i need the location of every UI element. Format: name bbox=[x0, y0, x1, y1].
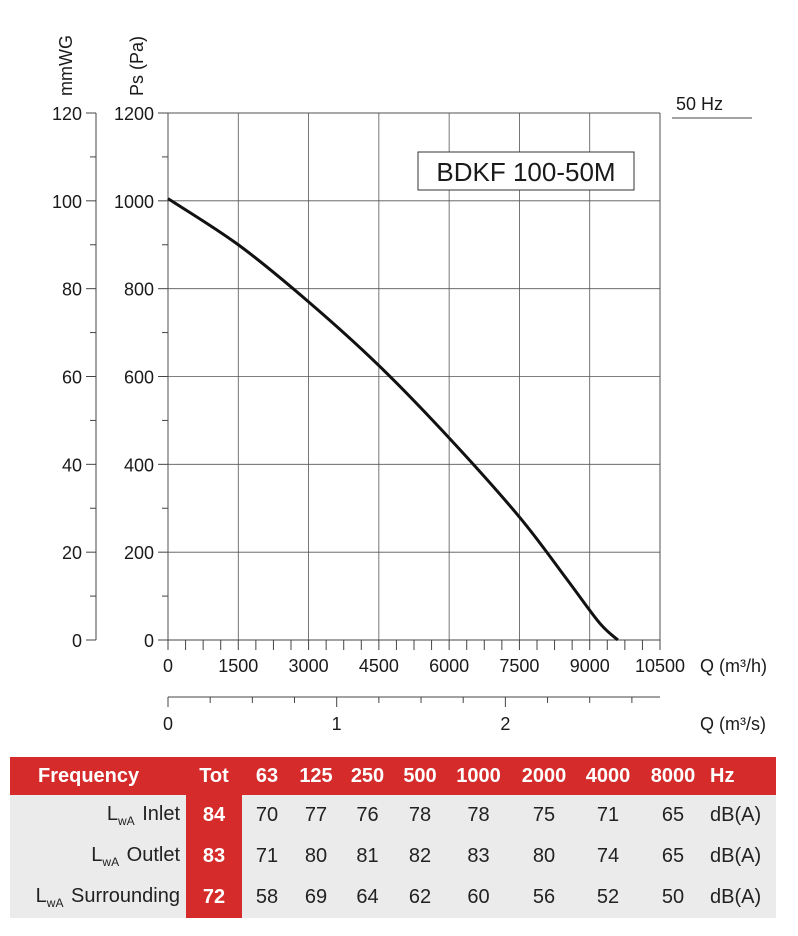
header-250: 250 bbox=[340, 757, 395, 795]
mmwg-tick-label: 0 bbox=[72, 631, 82, 651]
sound-power-table-container: Frequency Tot 63 125 250 500 1000 2000 4… bbox=[10, 757, 776, 918]
header-2000: 2000 bbox=[512, 757, 576, 795]
mmwg-tick-label: 80 bbox=[62, 280, 82, 300]
table-row: LwA Inlet 84 70 77 76 78 78 75 71 65 dB(A) bbox=[10, 795, 776, 836]
x-axis-label: Q (m³/h) bbox=[700, 656, 767, 676]
header-tot: Tot bbox=[186, 757, 242, 795]
mmwg-tick-label: 100 bbox=[52, 192, 82, 212]
row-label-symbol: L bbox=[35, 885, 47, 907]
header-500: 500 bbox=[395, 757, 445, 795]
row-value: 60 bbox=[445, 877, 512, 918]
row-label-subscript: wA bbox=[46, 896, 64, 910]
row-value: 70 bbox=[242, 795, 292, 836]
title-box bbox=[417, 151, 635, 191]
row-label: LwA Surrounding bbox=[10, 877, 186, 918]
row-value: 56 bbox=[512, 877, 576, 918]
header-frequency: Frequency bbox=[10, 757, 186, 795]
sound-power-table: Frequency Tot 63 125 250 500 1000 2000 4… bbox=[10, 757, 776, 918]
row-value: 80 bbox=[292, 836, 340, 877]
row-value: 65 bbox=[640, 795, 706, 836]
row-label-text: Surrounding bbox=[65, 885, 180, 907]
header-8000: 8000 bbox=[640, 757, 706, 795]
row-value: 78 bbox=[395, 795, 445, 836]
header-4000: 4000 bbox=[576, 757, 640, 795]
y-tick-label: 800 bbox=[124, 280, 154, 300]
mmwg-tick-label: 20 bbox=[62, 543, 82, 563]
x-tick-label: 1500 bbox=[218, 656, 258, 676]
row-value: 75 bbox=[512, 795, 576, 836]
mmwg-axis-label: mmWG bbox=[56, 35, 76, 96]
y-tick-label: 1000 bbox=[114, 192, 154, 212]
row-label-symbol: L bbox=[91, 844, 103, 866]
table-row: LwA Outlet 83 71 80 81 82 83 80 74 65 dB(A) bbox=[10, 836, 776, 877]
y-tick-label: 1200 bbox=[114, 104, 154, 124]
x2-tick-label: 1 bbox=[332, 714, 342, 734]
row-label-subscript: wA bbox=[117, 814, 135, 828]
row-label: LwA Outlet bbox=[10, 836, 186, 877]
row-value: 58 bbox=[242, 877, 292, 918]
row-value: 62 bbox=[395, 877, 445, 918]
row-value: 76 bbox=[340, 795, 395, 836]
x2-axis-label: Q (m³/s) bbox=[700, 714, 766, 734]
row-value: 83 bbox=[445, 836, 512, 877]
row-value: 74 bbox=[576, 836, 640, 877]
frequency-annotation: 50 Hz bbox=[676, 94, 723, 114]
table-row: LwA Surrounding 72 58 69 64 62 60 56 52 50 dB(A) bbox=[10, 877, 776, 918]
row-label-text: Outlet bbox=[121, 844, 180, 866]
row-value: 65 bbox=[640, 836, 706, 877]
row-value: 78 bbox=[445, 795, 512, 836]
y-tick-label: 200 bbox=[124, 543, 154, 563]
row-value: 69 bbox=[292, 877, 340, 918]
row-unit: dB(A) bbox=[706, 795, 776, 836]
x2-tick-label: 0 bbox=[163, 714, 173, 734]
header-1000: 1000 bbox=[445, 757, 512, 795]
x-tick-label: 4500 bbox=[359, 656, 399, 676]
y-tick-label: 600 bbox=[124, 368, 154, 388]
x-tick-label: 3000 bbox=[289, 656, 329, 676]
x-tick-label: 0 bbox=[163, 656, 173, 676]
x-tick-label: 10500 bbox=[635, 656, 685, 676]
row-total: 72 bbox=[186, 877, 242, 918]
row-value: 71 bbox=[576, 795, 640, 836]
pa-axis-label: Ps (Pa) bbox=[127, 36, 147, 96]
row-value: 50 bbox=[640, 877, 706, 918]
y-tick-label: 400 bbox=[124, 455, 154, 475]
row-value: 82 bbox=[395, 836, 445, 877]
row-label: LwA Inlet bbox=[10, 795, 186, 836]
row-label-symbol: L bbox=[106, 803, 118, 825]
mmwg-tick-label: 40 bbox=[62, 455, 82, 475]
row-value: 80 bbox=[512, 836, 576, 877]
x-tick-label: 9000 bbox=[570, 656, 610, 676]
row-unit: dB(A) bbox=[706, 836, 776, 877]
row-value: 71 bbox=[242, 836, 292, 877]
row-value: 81 bbox=[340, 836, 395, 877]
table-header-row: Frequency Tot 63 125 250 500 1000 2000 4… bbox=[10, 757, 776, 795]
fan-curve-line bbox=[167, 197, 619, 642]
row-total: 83 bbox=[186, 836, 242, 877]
row-total: 84 bbox=[186, 795, 242, 836]
mmwg-tick-label: 60 bbox=[62, 368, 82, 388]
row-label-text: Inlet bbox=[136, 803, 180, 825]
header-63: 63 bbox=[242, 757, 292, 795]
x2-tick-label: 2 bbox=[500, 714, 510, 734]
x-tick-label: 7500 bbox=[499, 656, 539, 676]
chart-title: BDKF 100-50M bbox=[436, 157, 615, 187]
header-125: 125 bbox=[292, 757, 340, 795]
row-unit: dB(A) bbox=[706, 877, 776, 918]
row-value: 64 bbox=[340, 877, 395, 918]
mmwg-tick-label: 120 bbox=[52, 104, 82, 124]
x-tick-label: 6000 bbox=[429, 656, 469, 676]
header-hz: Hz bbox=[706, 757, 776, 795]
row-value: 52 bbox=[576, 877, 640, 918]
row-value: 77 bbox=[292, 795, 340, 836]
row-label-subscript: wA bbox=[102, 855, 120, 869]
y-tick-label: 0 bbox=[144, 631, 154, 651]
